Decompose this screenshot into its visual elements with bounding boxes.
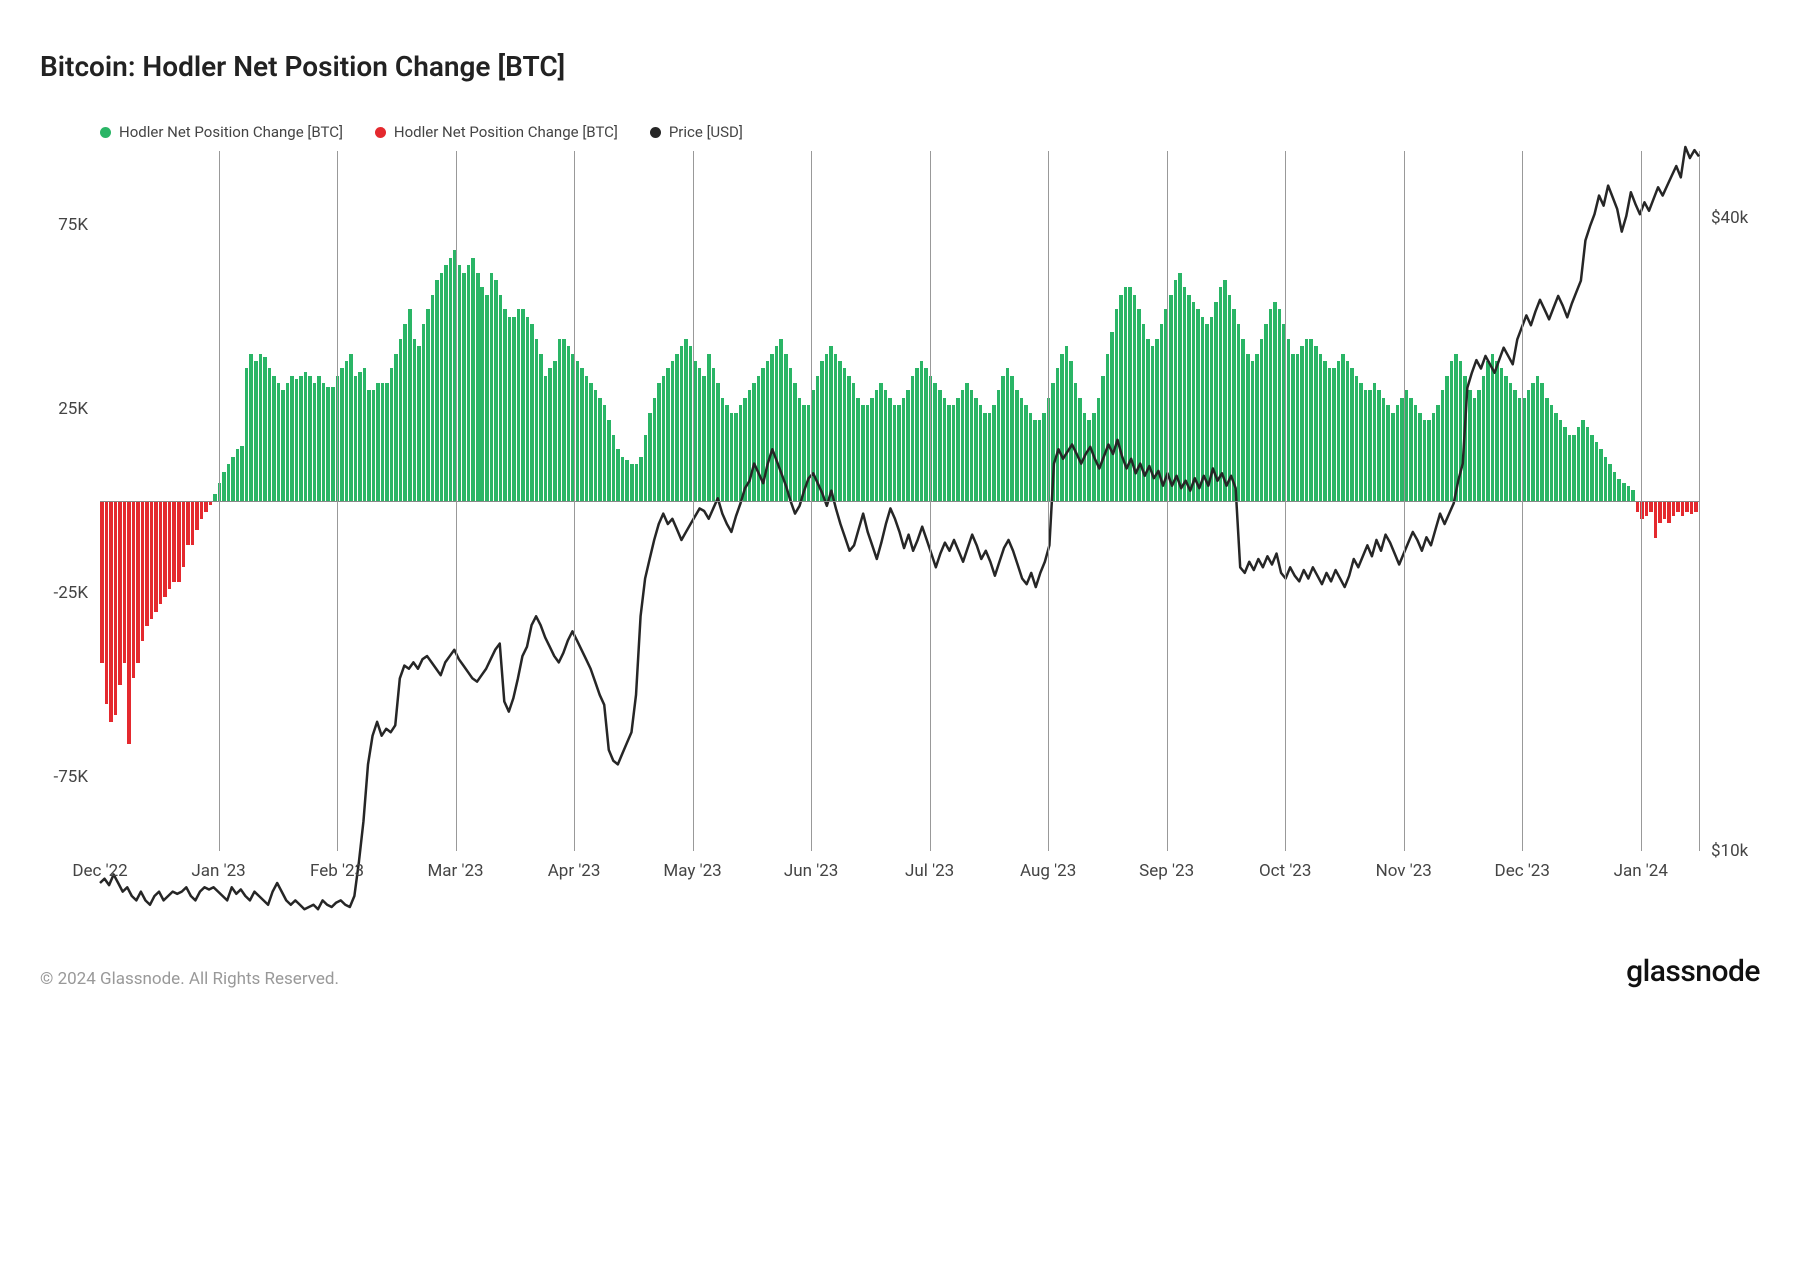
x-gridline [574, 151, 575, 851]
legend-item: Hodler Net Position Change [BTC] [375, 123, 618, 141]
legend-dot [100, 127, 111, 138]
y-left-label: -75K [54, 767, 100, 787]
x-gridline [456, 151, 457, 851]
x-gridline [219, 151, 220, 851]
x-gridline [1641, 151, 1642, 851]
x-gridline [930, 151, 931, 851]
y-left-label: -25K [54, 583, 100, 603]
x-label: Nov '23 [1376, 861, 1432, 881]
x-label: Sep '23 [1139, 861, 1194, 881]
x-gridline [1404, 151, 1405, 851]
x-gridline [1048, 151, 1049, 851]
x-label: Jun '23 [784, 861, 838, 881]
x-label: Dec '22 [72, 861, 127, 881]
legend-dot [650, 127, 661, 138]
x-gridline [337, 151, 338, 851]
legend: Hodler Net Position Change [BTC] Hodler N… [100, 123, 1760, 141]
x-label: Oct '23 [1259, 861, 1311, 881]
x-label: Jan '24 [1614, 861, 1668, 881]
legend-item: Hodler Net Position Change [BTC] [100, 123, 343, 141]
copyright: © 2024 Glassnode. All Rights Reserved. [40, 969, 339, 989]
x-gridline [811, 151, 812, 851]
legend-dot [375, 127, 386, 138]
chart-title: Bitcoin: Hodler Net Position Change [BTC… [40, 50, 1760, 83]
x-label: Jan '23 [191, 861, 245, 881]
x-gridline [1522, 151, 1523, 851]
x-label: Mar '23 [427, 861, 483, 881]
y-right-label: $40k [1699, 208, 1748, 228]
legend-label: Hodler Net Position Change [BTC] [119, 123, 343, 141]
x-label: Jul '23 [905, 861, 954, 881]
legend-label: Hodler Net Position Change [BTC] [394, 123, 618, 141]
x-gridline [1285, 151, 1286, 851]
price-line [100, 151, 1699, 1270]
y-left-label: 25K [58, 399, 100, 419]
x-label: Dec '23 [1495, 861, 1550, 881]
x-label: Aug '23 [1020, 861, 1076, 881]
x-gridline [693, 151, 694, 851]
y-left-label: 75K [58, 215, 100, 235]
legend-label: Price [USD] [669, 123, 743, 141]
x-label: Apr '23 [548, 861, 601, 881]
x-label: May '23 [663, 861, 721, 881]
y-right-label: $10k [1699, 841, 1748, 861]
brand-logo: glassnode [1626, 954, 1760, 989]
x-label: Feb '23 [310, 861, 364, 881]
zero-line [100, 501, 1699, 502]
legend-item: Price [USD] [650, 123, 743, 141]
x-gridline [1167, 151, 1168, 851]
